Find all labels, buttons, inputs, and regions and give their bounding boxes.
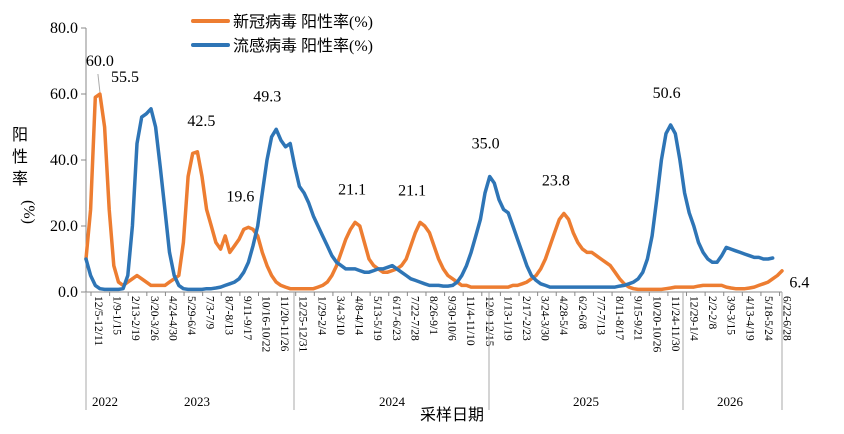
- x-tick-label: 2/2-2/8: [706, 296, 718, 329]
- x-tick-label: 1/9-1/15: [111, 296, 123, 335]
- y-ticks: 0.0 20.0 40.0 60.0 80.0: [50, 20, 86, 301]
- x-tick-label: 4/13-4/19: [743, 296, 755, 341]
- x-tick-label: 8/26-9/1: [427, 296, 439, 335]
- x-tick-label: 5/29-6/4: [185, 296, 197, 335]
- legend-label-covid: 新冠病毒 阳性率(%): [233, 13, 373, 31]
- y-axis-title: 阳 性 率 (%): [12, 126, 37, 224]
- peak-leader-line: [97, 73, 101, 93]
- x-tick-label: 7/7-7/13: [594, 296, 606, 335]
- series-line-covid: [84, 92, 784, 292]
- x-tick-label: 5/13-5/19: [371, 296, 383, 341]
- year-label: 2025: [573, 394, 599, 409]
- x-tick-label: 11/24-11/30: [669, 296, 681, 352]
- x-tick-label: 9/15-9/21: [632, 296, 644, 341]
- x-tick-label: 7/3-7/9: [204, 296, 216, 329]
- x-tick-label: 6/22-6/28: [781, 296, 793, 341]
- x-axis-title: 采样日期: [420, 406, 484, 424]
- y-axis-title-char-3: 率: [12, 170, 28, 188]
- x-tick-label: 3/9-3/15: [725, 296, 737, 335]
- legend: 新冠病毒 阳性率(%) 流感病毒 阳性率(%): [191, 13, 373, 55]
- peak-label: 35.0: [472, 136, 500, 153]
- x-tick-label: 4/8-4/14: [353, 296, 365, 335]
- x-tick-label: 6/2-6/8: [576, 296, 588, 329]
- x-tick-label: 12/5-12/11: [92, 296, 104, 346]
- peak-label: 60.0: [86, 53, 114, 70]
- peak-label: 50.6: [653, 85, 681, 102]
- x-tick-label: 10/20-10/26: [650, 296, 662, 352]
- y-tick-label: 20.0: [50, 218, 78, 235]
- year-label: 2022: [92, 394, 118, 409]
- x-tick-label: 2/17-2/23: [520, 296, 532, 341]
- y-axis-title-char-1: 阳: [12, 126, 28, 144]
- x-tick-label: 12/25-12/31: [297, 296, 309, 352]
- peak-label: 6.4: [789, 275, 809, 292]
- year-label: 2024: [379, 394, 406, 409]
- x-tick-label: 4/24-4/30: [166, 296, 178, 341]
- peak-label: 49.3: [253, 88, 281, 105]
- x-tick-label: 6/17-6/23: [390, 296, 402, 341]
- x-tick-label: 3/4-3/10: [334, 296, 346, 335]
- x-tick-label: 1/29-2/4: [315, 296, 327, 335]
- series-line-flu: [84, 107, 775, 292]
- peak-label: 19.6: [226, 188, 254, 205]
- peak-labels: 60.055.5 42.5 19.6 49.3 21.1 21.1 35.0 23.8 50.6…: [86, 0, 811, 292]
- peak-label: 21.1: [338, 181, 366, 198]
- x-tick-label: 3/24-3/30: [539, 296, 551, 341]
- x-tick-label: 8/7-8/13: [222, 296, 234, 335]
- x-tick-label: 5/18-5/24: [762, 296, 774, 341]
- x-tick-label: 8/11-8/17: [613, 296, 625, 341]
- x-tick-label: 7/22-7/28: [408, 296, 420, 341]
- x-tick-label: 10/16-10/22: [259, 296, 271, 352]
- x-tick-label: 12/29-1/4: [688, 296, 700, 341]
- y-axis-title-char-2: 性: [12, 148, 28, 166]
- peak-label: 21.1: [398, 182, 426, 199]
- y-tick-label: 0.0: [58, 284, 78, 301]
- x-ticks: 12/5-12/11 1/9-1/15 2/13-2/19 3/20-3/26 4/24…: [90, 292, 793, 352]
- series-lines: [84, 92, 784, 292]
- x-tick-label: 11/20-11/26: [278, 296, 290, 352]
- year-labels: 2022 2023 2024 2025 2026: [85, 292, 783, 410]
- y-axis-title-unit: (%): [20, 200, 37, 224]
- year-label: 2023: [184, 394, 210, 409]
- x-tick-label: 11/4-11/10: [464, 296, 476, 346]
- x-tick-label: 9/30-10/6: [446, 296, 458, 341]
- y-tick-label: 40.0: [50, 152, 78, 169]
- peak-label: 55.5: [111, 69, 139, 86]
- legend-label-flu: 流感病毒 阳性率(%): [233, 37, 373, 55]
- x-tick-label: 4/28-5/4: [557, 296, 569, 335]
- y-tick-label: 80.0: [50, 20, 78, 37]
- x-tick-label: 9/11-9/17: [241, 296, 253, 341]
- x-tick-label: 2/13-2/19: [129, 296, 141, 341]
- peak-label: 42.5: [187, 113, 215, 130]
- peak-label: 23.8: [542, 172, 570, 189]
- y-tick-label: 60.0: [50, 86, 78, 103]
- year-label: 2026: [717, 394, 744, 409]
- peak-label: 10.3: [783, 0, 811, 4]
- x-tick-label: 1/13-1/19: [501, 296, 513, 341]
- x-tick-label: 3/20-3/26: [148, 296, 160, 341]
